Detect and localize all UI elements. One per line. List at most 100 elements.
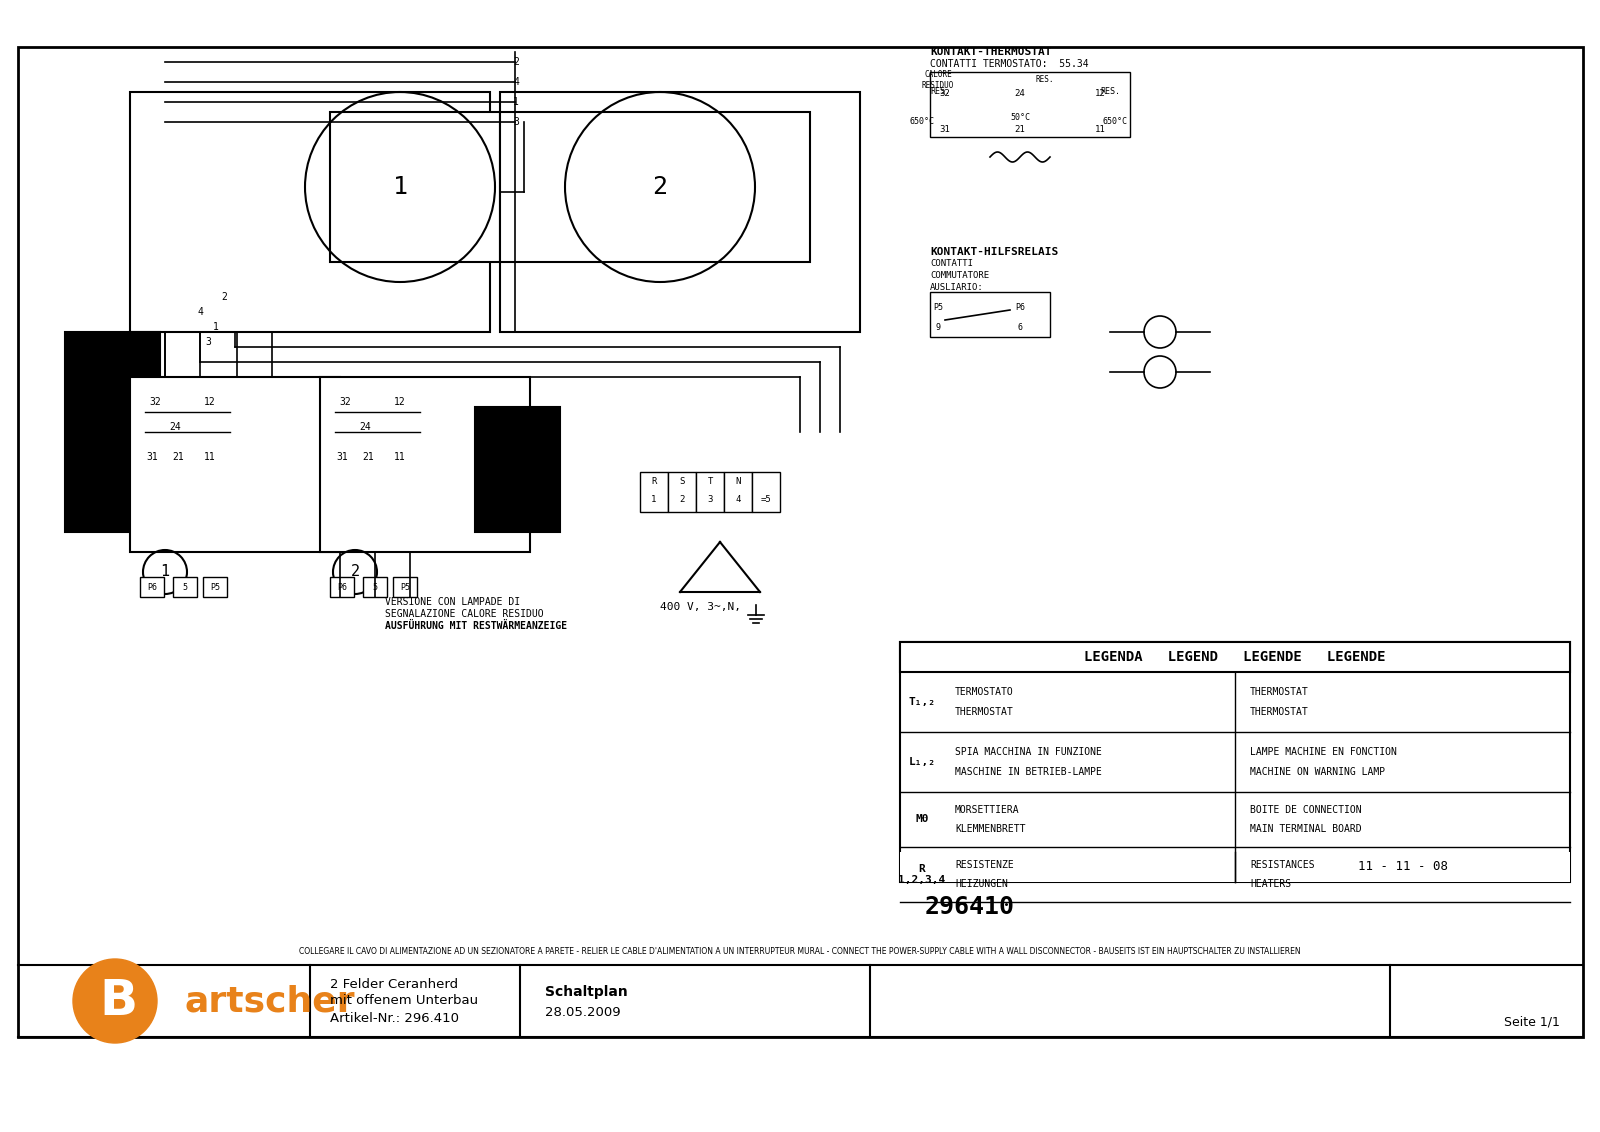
Bar: [930, 292, 1050, 337]
Text: Artikel-Nr.: 296.410: Artikel-Nr.: 296.410: [330, 1012, 459, 1024]
Bar: [130, 92, 490, 332]
Text: 21: 21: [1014, 126, 1026, 135]
Text: LEGENDA   LEGEND   LEGENDE   LEGENDE: LEGENDA LEGEND LEGENDE LEGENDE: [1085, 650, 1386, 664]
Text: 4: 4: [197, 307, 203, 317]
Text: Schaltplan: Schaltplan: [546, 985, 627, 1000]
Text: 2: 2: [350, 565, 360, 580]
Text: T: T: [707, 478, 712, 487]
Text: COLLEGARE IL CAVO DI ALIMENTAZIONE AD UN SEZIONATORE A PARETE - RELIER LE CABLE : COLLEGARE IL CAVO DI ALIMENTAZIONE AD UN…: [299, 947, 1301, 957]
Text: L₁,₂: L₁,₂: [909, 757, 936, 767]
Text: 32: 32: [339, 397, 350, 408]
Text: 2: 2: [653, 175, 667, 199]
Bar: [363, 577, 387, 597]
Text: 11: 11: [1094, 126, 1106, 135]
Text: P6: P6: [147, 583, 157, 592]
Text: P6: P6: [1014, 302, 1026, 311]
Bar: [141, 577, 165, 597]
Text: 2 Felder Ceranherd: 2 Felder Ceranherd: [330, 978, 458, 990]
Text: 2: 2: [514, 57, 518, 67]
Text: R: R: [651, 478, 656, 487]
Text: LAMPE MACHINE EN FONCTION: LAMPE MACHINE EN FONCTION: [1250, 747, 1397, 757]
Text: RESISTANCES: RESISTANCES: [1250, 860, 1315, 871]
Text: 11 - 11 - 08: 11 - 11 - 08: [1357, 860, 1448, 874]
Text: B: B: [99, 977, 138, 1024]
Text: P5: P5: [933, 302, 942, 311]
Text: 11: 11: [205, 452, 216, 462]
Text: CONTATTI TERMOSTATO:  55.34: CONTATTI TERMOSTATO: 55.34: [930, 59, 1088, 69]
Text: THERMOSTAT: THERMOSTAT: [955, 708, 1014, 717]
Text: 21: 21: [362, 452, 374, 462]
Text: =5: =5: [760, 496, 771, 505]
Text: 1: 1: [213, 321, 219, 332]
Bar: [320, 377, 530, 552]
Text: MORSETTIERA: MORSETTIERA: [955, 805, 1019, 815]
Text: AUSFÜHRUNG MIT RESTWÄRMEANZEIGE: AUSFÜHRUNG MIT RESTWÄRMEANZEIGE: [386, 621, 566, 631]
Bar: [640, 472, 669, 512]
Text: 24: 24: [358, 422, 371, 432]
Bar: [66, 332, 160, 532]
Text: T₁,₂: T₁,₂: [909, 697, 936, 708]
Text: 28.05.2009: 28.05.2009: [546, 1005, 621, 1019]
Text: 24: 24: [170, 422, 181, 432]
Text: 1: 1: [392, 175, 408, 199]
Text: 1: 1: [514, 97, 518, 108]
Text: 50°C: 50°C: [1010, 112, 1030, 121]
Text: 650°C: 650°C: [909, 118, 934, 127]
Text: RESISTENZE: RESISTENZE: [955, 860, 1014, 871]
Text: THERMOSTAT: THERMOSTAT: [1250, 687, 1309, 697]
Text: RES.: RES.: [1101, 87, 1120, 96]
Text: 296410: 296410: [925, 895, 1014, 919]
Text: HEIZUNGEN: HEIZUNGEN: [955, 878, 1008, 889]
Text: 31: 31: [939, 126, 950, 135]
Text: MASCHINE IN BETRIEB-LAMPE: MASCHINE IN BETRIEB-LAMPE: [955, 767, 1102, 777]
Bar: [899, 642, 1570, 882]
Text: COMMUTATORE: COMMUTATORE: [930, 272, 989, 281]
Text: P6: P6: [338, 583, 347, 592]
Text: 2: 2: [680, 496, 685, 505]
Text: P5: P5: [400, 583, 410, 592]
Circle shape: [74, 959, 157, 1043]
Text: N: N: [736, 478, 741, 487]
Text: 1: 1: [160, 565, 170, 580]
Text: SEGNALAZIONE CALORE RESIDUO: SEGNALAZIONE CALORE RESIDUO: [386, 609, 544, 619]
Bar: [394, 577, 418, 597]
Text: 12: 12: [394, 397, 406, 408]
Text: artscher: artscher: [186, 984, 355, 1018]
Text: VERSIONE CON LAMPADE DI: VERSIONE CON LAMPADE DI: [386, 597, 520, 607]
Text: AUSLIARIO:: AUSLIARIO:: [930, 283, 984, 292]
Text: CALORE
RESIDUO: CALORE RESIDUO: [922, 70, 954, 89]
Text: 32: 32: [149, 397, 162, 408]
Bar: [475, 408, 560, 532]
Bar: [130, 377, 339, 552]
Text: 3: 3: [707, 496, 712, 505]
Text: 5: 5: [373, 583, 378, 592]
Text: 11: 11: [394, 452, 406, 462]
Text: 3: 3: [514, 117, 518, 127]
Text: TERMOSTATO: TERMOSTATO: [955, 687, 1014, 697]
Text: KONTAKT-THERMOSTAT: KONTAKT-THERMOSTAT: [930, 48, 1051, 57]
Text: 1: 1: [651, 496, 656, 505]
Text: 12: 12: [205, 397, 216, 408]
Bar: [899, 852, 1570, 882]
Text: RES.: RES.: [930, 87, 950, 96]
Text: M0: M0: [915, 815, 928, 824]
Text: 12: 12: [1094, 89, 1106, 98]
Bar: [899, 642, 1570, 672]
Bar: [752, 472, 781, 512]
Bar: [696, 472, 723, 512]
Text: 21: 21: [173, 452, 184, 462]
Text: R
1,2,3,4: R 1,2,3,4: [898, 864, 946, 885]
Text: 24: 24: [1014, 89, 1026, 98]
Text: 31: 31: [146, 452, 158, 462]
Bar: [499, 112, 810, 261]
Bar: [669, 472, 696, 512]
Text: THERMOSTAT: THERMOSTAT: [1250, 708, 1309, 717]
Text: 3: 3: [205, 337, 211, 348]
Text: 650°C: 650°C: [1102, 118, 1128, 127]
Text: 31: 31: [336, 452, 347, 462]
Text: HEATERS: HEATERS: [1250, 878, 1291, 889]
Bar: [18, 48, 1582, 1037]
Text: SPIA MACCHINA IN FUNZIONE: SPIA MACCHINA IN FUNZIONE: [955, 747, 1102, 757]
Text: RES.: RES.: [1035, 76, 1054, 85]
Bar: [330, 577, 354, 597]
